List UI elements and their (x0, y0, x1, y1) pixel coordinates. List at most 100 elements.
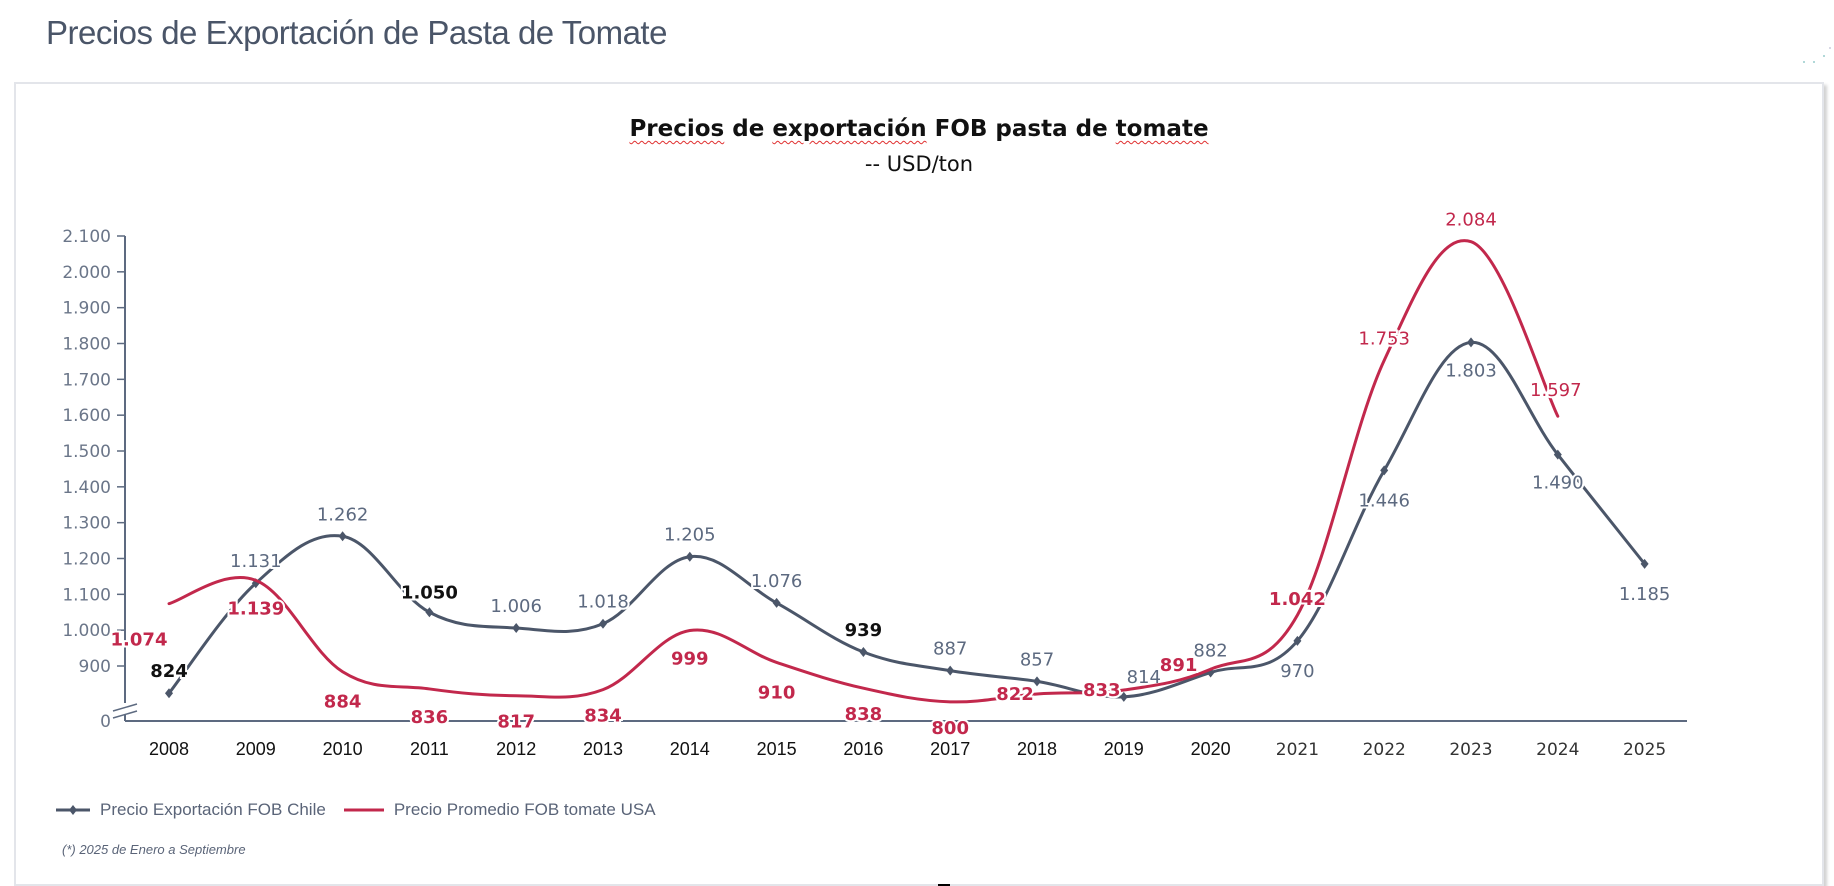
x-tick-label: 2009 (236, 739, 276, 759)
legend: Precio Exportación FOB Chile Precio Prom… (56, 800, 656, 820)
data-label: 1.446 (1358, 490, 1410, 511)
x-tick-label: 2021 (1276, 740, 1319, 760)
chart-title-part: tomate (1115, 116, 1209, 142)
y-tick-label: 1.600 (62, 406, 111, 426)
chart-title-part: exportación (772, 116, 927, 142)
data-point (599, 618, 607, 629)
y-tick-label: 0 (100, 712, 111, 732)
footnote: (*) 2025 de Enero a Septiembre (62, 842, 246, 857)
y-tick-label: 1.300 (62, 514, 111, 534)
series-line-usa (167, 239, 1560, 704)
chart-title-part: Precios (629, 116, 725, 142)
data-point (1293, 635, 1302, 646)
y-tick-label: 2.000 (62, 263, 111, 283)
data-point (685, 551, 694, 562)
data-point (512, 623, 521, 634)
axis-break-icon (112, 703, 138, 719)
data-label: 2.084 (1445, 210, 1497, 231)
x-tick-label: 2017 (930, 739, 970, 759)
x-tick-label: 2025 (1623, 740, 1666, 760)
chart-subtitle: -- USD/ton (864, 152, 974, 176)
data-label: 1.018 (577, 592, 629, 613)
data-label: 857 (1020, 649, 1054, 670)
data-point (1467, 337, 1475, 348)
y-tick-label: 1.200 (62, 550, 111, 570)
data-point (772, 597, 781, 608)
data-label: 822 (996, 684, 1034, 705)
legend-label: Precio Exportación FOB Chile (100, 800, 326, 819)
data-label: 1.597 (1530, 380, 1582, 401)
data-point (165, 688, 173, 699)
data-label: 1.803 (1445, 360, 1497, 381)
line-diamond-icon (56, 805, 90, 815)
x-tick-label: 2011 (410, 739, 449, 759)
y-tick-label: 1.000 (62, 621, 111, 641)
y-tick-label: 1.100 (62, 585, 111, 605)
data-label: 1.185 (1619, 584, 1671, 605)
data-label: 970 (1280, 661, 1314, 682)
data-label: 817 (497, 712, 535, 733)
data-label: 1.042 (1269, 589, 1326, 610)
data-point (1033, 676, 1041, 687)
data-point (1553, 449, 1562, 460)
data-label: 1.076 (751, 571, 803, 592)
chart-title-part: de (724, 116, 773, 142)
x-tick-label: 2010 (323, 739, 363, 759)
x-tick-label: 2019 (1104, 739, 1144, 759)
data-label: 1.753 (1358, 328, 1410, 349)
page-title: Precios de Exportación de Pasta de Tomat… (46, 14, 667, 51)
data-label: 834 (584, 706, 622, 727)
line-icon (343, 808, 384, 812)
x-tick-label: 2018 (1017, 739, 1057, 759)
data-label: 824 (150, 661, 188, 682)
line-chart: 0 900 1.000 1.100 1.200 1.300 1.400 1.500 1.600 1… (62, 208, 1687, 760)
y-tick-label: 1.400 (62, 478, 111, 498)
y-tick-label: 1.700 (62, 370, 111, 390)
data-label: 887 (933, 639, 967, 660)
data-label: 999 (671, 649, 709, 670)
data-label: 1.490 (1532, 473, 1584, 494)
data-label: 882 (1193, 640, 1227, 661)
data-label: 1.074 (111, 630, 168, 651)
data-label: 800 (931, 718, 969, 739)
data-point (1640, 558, 1649, 569)
x-tick-label: 2020 (1191, 739, 1231, 759)
data-label: 838 (845, 704, 883, 725)
data-label: 836 (411, 707, 449, 728)
chart-title-part: FOB pasta de (926, 116, 1116, 142)
data-label: 891 (1160, 655, 1198, 676)
data-point (859, 647, 868, 658)
x-tick-label: 2013 (583, 739, 623, 759)
data-point (1119, 691, 1128, 702)
x-tick-label: 2022 (1363, 740, 1406, 760)
data-point (425, 607, 434, 618)
x-tick-label: 2008 (149, 739, 189, 759)
x-tick-label: 2024 (1536, 740, 1579, 760)
data-point (251, 578, 260, 589)
series-line-chile (167, 340, 1647, 699)
x-tick-label: 2016 (843, 739, 883, 759)
data-point (1380, 465, 1389, 476)
legend-item-usa: Precio Promedio FOB tomate USA (343, 800, 656, 820)
y-tick-label: 2.100 (62, 227, 111, 247)
data-point (946, 665, 955, 676)
data-label: 1.262 (317, 504, 369, 525)
data-label: 1.131 (230, 551, 282, 572)
data-label: 1.006 (490, 596, 542, 617)
data-point (338, 531, 347, 542)
data-label: 910 (758, 682, 796, 703)
data-label: 884 (324, 692, 362, 713)
x-tick-label: 2014 (670, 739, 710, 759)
y-tick-label: 1.800 (62, 335, 111, 355)
data-label: 1.050 (401, 582, 458, 603)
chart-title: Precios de exportación FOB pasta de toma… (16, 116, 1822, 142)
legend-label: Precio Promedio FOB tomate USA (393, 800, 656, 819)
divider (938, 884, 950, 886)
chart-card: Precios de exportación FOB pasta de toma… (14, 82, 1824, 886)
data-label: 939 (845, 620, 883, 641)
decorative-dots-icon (1803, 47, 1831, 63)
y-tick-label: 900 (79, 657, 111, 677)
y-tick-label: 1.500 (62, 442, 111, 462)
data-label: 1.205 (664, 525, 716, 546)
x-tick-label: 2015 (757, 739, 797, 759)
